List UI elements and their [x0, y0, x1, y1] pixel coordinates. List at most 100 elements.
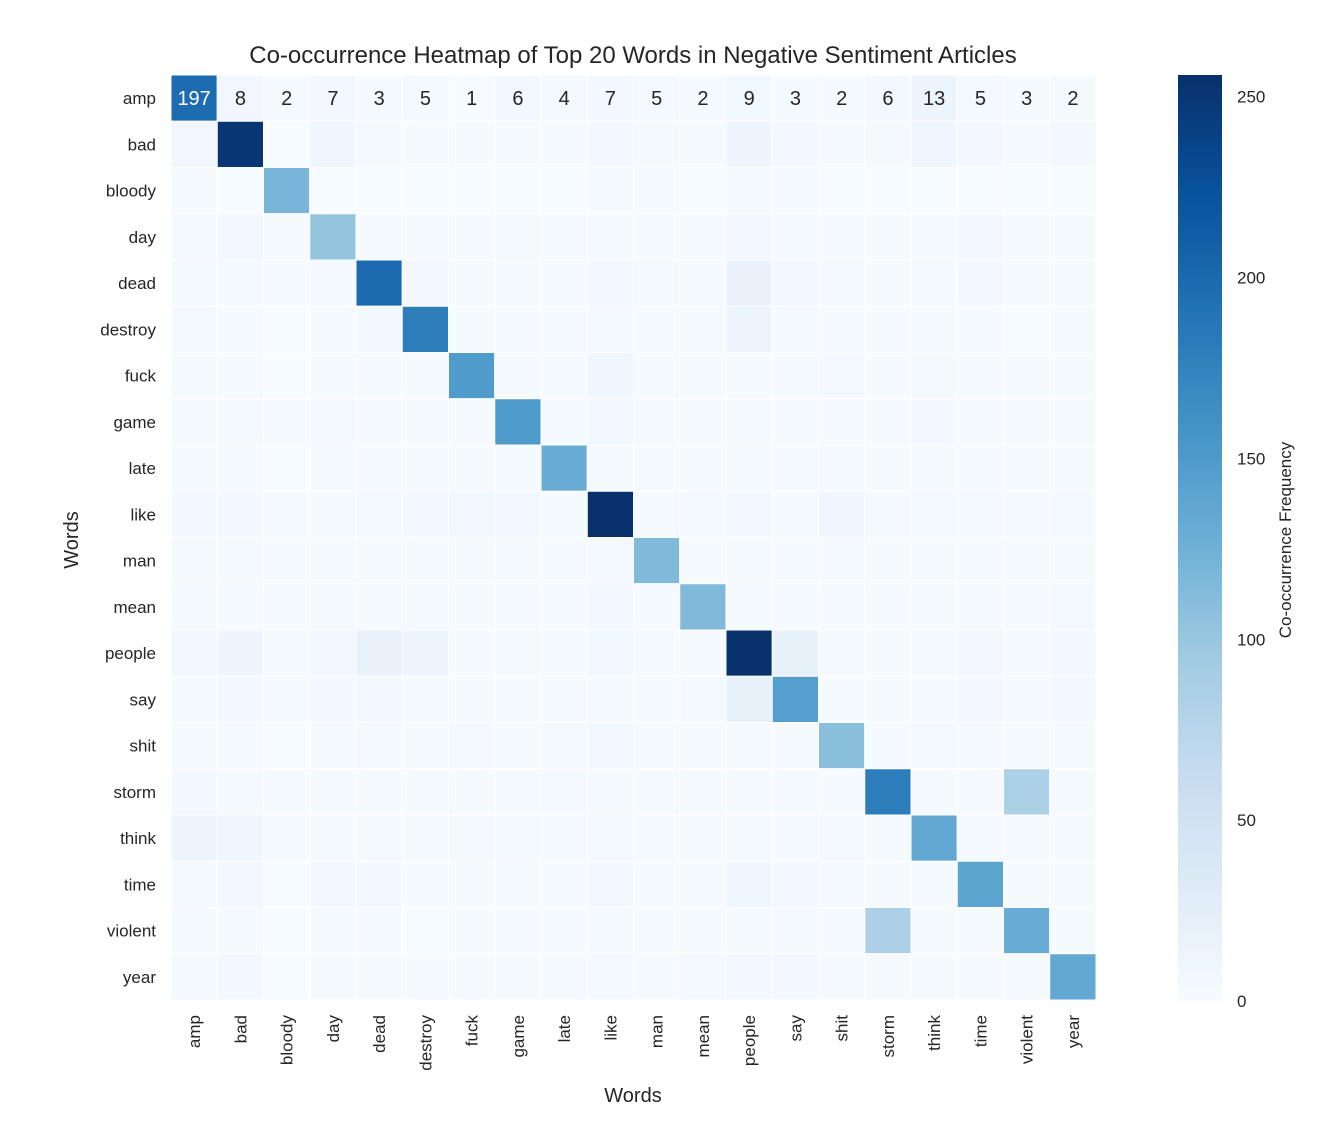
heatmap-cell: [725, 583, 773, 631]
heatmap-cell: [725, 305, 773, 353]
heatmap-cell: [586, 490, 634, 538]
heatmap-cell: [540, 305, 588, 353]
heatmap-cell: [448, 860, 496, 908]
heatmap-cell: [633, 953, 681, 1001]
heatmap-cell: [818, 583, 866, 631]
heatmap-cell: [725, 860, 773, 908]
heatmap-cell: [956, 213, 1004, 261]
heatmap-cell: [494, 722, 542, 770]
heatmap-cell: [1049, 675, 1097, 723]
heatmap-cell: [586, 583, 634, 631]
heatmap-cell: [586, 74, 634, 122]
heatmap-cell: [771, 259, 819, 307]
heatmap-cell: [586, 213, 634, 261]
heatmap-cell: [1003, 352, 1051, 400]
heatmap-cell: [586, 167, 634, 215]
y-tick-label: time: [124, 875, 156, 894]
heatmap-cell: [170, 444, 218, 492]
heatmap-cell: [633, 768, 681, 816]
heatmap-cell: [910, 537, 958, 585]
heatmap-cell: [355, 352, 403, 400]
heatmap-cell: [309, 120, 357, 168]
heatmap-cell: [725, 722, 773, 770]
heatmap-cell: [1049, 583, 1097, 631]
heatmap-cell: [263, 814, 311, 862]
heatmap-cell: [494, 398, 542, 446]
x-axis-label: Words: [604, 1085, 661, 1107]
heatmap-cell: [1003, 74, 1051, 122]
heatmap-cell: [771, 860, 819, 908]
heatmap-cell: [448, 583, 496, 631]
heatmap-cell: [216, 860, 264, 908]
heatmap-cell: [1049, 953, 1097, 1001]
heatmap-cell: [355, 768, 403, 816]
heatmap-cell: [586, 120, 634, 168]
heatmap-cell: [448, 953, 496, 1001]
heatmap-cell: [818, 722, 866, 770]
heatmap-cell: [1003, 537, 1051, 585]
heatmap-cell: [170, 259, 218, 307]
colorbar-tick-label: 200: [1237, 269, 1265, 288]
heatmap-cell: [956, 722, 1004, 770]
x-tick-labels: amp bad bloody day dead destroy fuck game late li…: [185, 1015, 1083, 1071]
heatmap-cell: [1049, 444, 1097, 492]
cell-annotation: 1: [466, 88, 477, 110]
heatmap-cell: [448, 629, 496, 677]
heatmap-cell: [355, 953, 403, 1001]
heatmap-cell: [540, 213, 588, 261]
heatmap-cell: [263, 167, 311, 215]
heatmap-cell: [956, 583, 1004, 631]
x-tick-label: fuck: [463, 1015, 482, 1047]
heatmap-cell: [401, 814, 449, 862]
heatmap-cell: [216, 74, 264, 122]
cell-annotation: 3: [1021, 88, 1032, 110]
heatmap-cell: [679, 213, 727, 261]
y-tick-label: people: [105, 644, 156, 663]
heatmap-cell: [771, 305, 819, 353]
heatmap-cell: [633, 814, 681, 862]
heatmap-cell: [355, 814, 403, 862]
heatmap-cell: [401, 953, 449, 1001]
heatmap-cell: [540, 953, 588, 1001]
heatmap-cell: [216, 120, 264, 168]
heatmap-cell: [170, 120, 218, 168]
y-tick-label: shit: [130, 737, 157, 756]
y-tick-label: storm: [114, 783, 157, 802]
heatmap-cell: [864, 675, 912, 723]
heatmap-cell: [818, 167, 866, 215]
heatmap-cell: [864, 814, 912, 862]
heatmap-cell: [956, 490, 1004, 538]
heatmap-cell: [864, 167, 912, 215]
heatmap-cell: [448, 167, 496, 215]
heatmap-cell: [494, 583, 542, 631]
heatmap-cell: [355, 860, 403, 908]
heatmap-cell: [864, 907, 912, 955]
cell-annotation: 5: [651, 88, 662, 110]
heatmap-cell: [355, 213, 403, 261]
cell-annotation: 3: [374, 88, 385, 110]
heatmap-cell: [448, 768, 496, 816]
heatmap-cell: [633, 537, 681, 585]
heatmap-cell: [586, 675, 634, 723]
cell-annotation: 7: [605, 88, 616, 110]
heatmap-cell: [401, 305, 449, 353]
heatmap-cell: [494, 167, 542, 215]
heatmap-cell: [216, 352, 264, 400]
heatmap-cell: [448, 722, 496, 770]
heatmap-cell: [633, 213, 681, 261]
heatmap-cell: [1003, 768, 1051, 816]
heatmap-cell: [586, 953, 634, 1001]
heatmap-cell: [448, 444, 496, 492]
heatmap-cell: [309, 629, 357, 677]
heatmap-cell: [540, 490, 588, 538]
heatmap-cell: [956, 352, 1004, 400]
heatmap-cell: [540, 675, 588, 723]
heatmap-cell: [401, 490, 449, 538]
x-tick-label: violent: [1018, 1015, 1037, 1064]
heatmap-cell: [216, 537, 264, 585]
heatmap-cell: [263, 860, 311, 908]
heatmap-cell: [216, 814, 264, 862]
heatmap-cell: [818, 953, 866, 1001]
heatmap-cell: [864, 583, 912, 631]
heatmap-cell: [355, 120, 403, 168]
